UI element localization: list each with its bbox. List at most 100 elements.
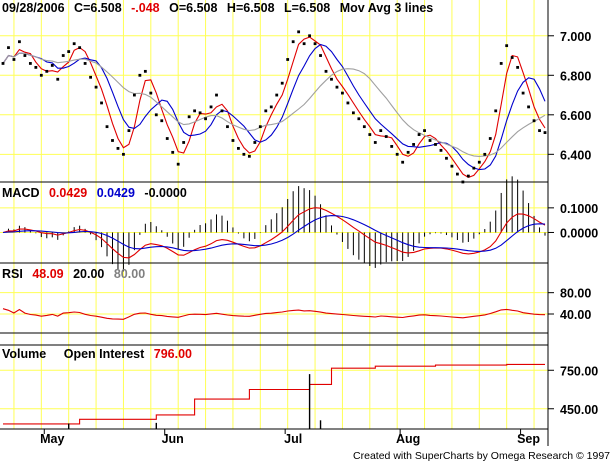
price-close-point [417,133,421,136]
price-close-point [72,42,76,46]
rsi-tick-label: 80.00 [560,287,591,301]
price-close-point [401,160,405,164]
price-close-point [362,125,366,129]
rsi-value: 48.09 [32,267,63,281]
price-close-point [330,77,333,81]
price-close-point [313,42,317,46]
price-close-point [357,117,361,121]
price-close-point [346,101,350,105]
header-study: Mov Avg 3 lines [340,1,434,15]
price-close-point [253,141,257,144]
price-close-point [198,111,202,115]
price-close-point [116,146,120,150]
price-close-point [231,139,235,142]
price-close-point [105,125,109,129]
moving-average-medium [2,43,546,171]
price-close-point [23,54,27,57]
macd-signal-value: 0.0429 [97,186,135,200]
header-close: C=6.508 [74,1,122,15]
price-close-point [280,81,284,85]
header-change: -.048 [131,1,160,15]
price-close-point [187,115,191,119]
price-close-point [286,58,290,61]
price-close-point [521,91,525,95]
month-label: Aug [396,432,420,446]
header-date: 09/28/2006 [2,1,65,15]
price-close-point [477,160,481,164]
price-close-point [308,34,311,38]
price-close-point [78,46,82,50]
price-close-point [154,113,158,117]
month-label: Sep [517,432,540,446]
price-close-point [247,154,251,158]
price-close-point [543,131,547,134]
price-close-point [28,62,32,65]
header-open: O=6.508 [169,1,217,15]
price-close-point [193,109,197,113]
price-close-point [510,56,514,59]
volume-tick-label: 750.00 [560,364,598,378]
price-close-point [94,85,98,89]
price-close-point [242,152,246,156]
month-axis: May Jun Jul Aug Sep [40,429,540,446]
moving-average-short [2,36,546,179]
price-close-point [494,109,498,113]
price-close-point [412,143,416,146]
price-close-point [182,141,186,144]
rsi-upper-value: 80.00 [114,267,145,281]
price-close-point [466,174,470,178]
price-tick-label: 6.600 [560,109,591,123]
price-close-point [434,143,437,146]
price-close-point [138,73,142,77]
price-close-point [215,93,218,97]
macd-hist-value: -0.0000 [144,186,186,200]
price-close-point [538,129,541,133]
price-close-point [83,62,87,65]
price-close-point [89,75,92,79]
rsi-header: RSI 48.09 20.00 80.00 [2,267,145,281]
price-close-point [335,85,339,89]
price-close-point [45,69,49,73]
header-high: H=6.508 [227,1,275,15]
moving-average-long [2,52,546,157]
price-close-point [341,91,344,95]
rsi-label: RSI [2,267,23,281]
rsi-line [2,308,546,320]
price-close-point [18,40,21,44]
price-close-point [351,111,355,115]
price-tick-label: 6.400 [560,148,591,162]
price-close-point [532,119,536,123]
price-close-point [297,30,301,34]
price-close-point [428,139,432,142]
price-close-point [132,93,136,97]
price-close-point [258,125,262,129]
price-close-point [379,129,383,133]
price-close-point [226,125,229,129]
price-close-point [220,109,224,113]
macd-signal-line [2,215,546,252]
rsi-lower-value: 20.00 [73,267,104,281]
price-close-point [368,133,372,136]
price-close-point [67,50,71,53]
price-tick-label: 6.800 [560,69,591,83]
macd-tick-label: 0.1000 [560,202,598,216]
price-close-point [122,152,125,156]
price-close-point [61,54,65,57]
price-close-point [50,64,54,67]
volume-label: Volume [2,347,46,361]
price-close-point [483,152,487,156]
plot-area [1,30,547,429]
price-close-point [505,44,509,48]
price-close-point [499,62,503,65]
price-close-point [461,180,465,184]
header-low: L=6.508 [284,1,330,15]
price-close-point [439,148,443,152]
price-close-point [302,42,306,46]
price-close-point [390,145,394,148]
price-close-point [395,152,399,156]
month-label: Jun [162,432,184,446]
price-close-point [516,65,520,69]
price-close-point [423,129,426,133]
price-close-point [165,137,169,140]
price-close-point [209,105,213,109]
